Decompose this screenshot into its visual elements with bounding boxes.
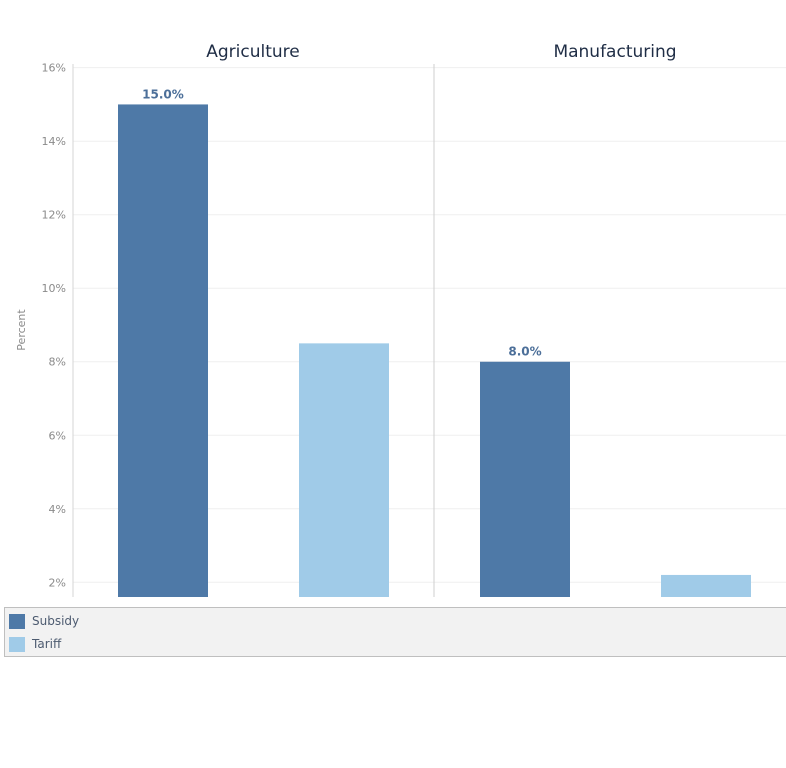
y-tick-label: 14% (42, 135, 66, 148)
legend-label-tariff: Tariff (32, 637, 62, 651)
panel-title-agriculture: Agriculture (206, 42, 300, 62)
y-axis-label: Percent (15, 309, 28, 351)
y-tick-label: 10% (42, 282, 66, 295)
bar-agriculture-subsidy[interactable] (118, 104, 208, 598)
legend-item-tariff[interactable]: Tariff (9, 635, 61, 653)
bar-manufacturing-subsidy[interactable] (480, 361, 570, 597)
y-tick-label: 12% (42, 209, 66, 222)
legend-swatch-tariff (9, 636, 25, 652)
y-tick-labels: 2% 4% 6% 8% 10% 12% 14% 16% (42, 62, 66, 590)
chart: 2% 4% 6% 8% 10% 12% 14% 16% Percent Agriculture… (15, 42, 786, 598)
legend: Subsidy Tariff (4, 607, 786, 657)
data-label-manufacturing-subsidy: 8.0% (508, 345, 541, 359)
y-tick-label: 16% (42, 62, 66, 75)
y-tick-label: 8% (49, 356, 66, 369)
bars: 15.0% 8.0% (118, 87, 751, 598)
y-tick-label: 4% (49, 503, 66, 516)
y-tick-label: 2% (49, 576, 66, 589)
legend-swatch-subsidy (9, 613, 25, 629)
panel-title-manufacturing: Manufacturing (553, 42, 676, 62)
data-label-agriculture-subsidy: 15.0% (142, 87, 184, 101)
legend-item-subsidy[interactable]: Subsidy (9, 612, 79, 630)
legend-label-subsidy: Subsidy (32, 614, 80, 628)
bar-manufacturing-tariff[interactable] (661, 574, 751, 597)
bar-agriculture-tariff[interactable] (299, 343, 389, 597)
y-tick-label: 6% (49, 429, 66, 442)
